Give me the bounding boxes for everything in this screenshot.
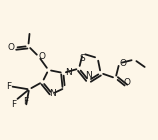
Text: F: F xyxy=(24,97,29,106)
Text: N: N xyxy=(65,68,72,77)
Text: N: N xyxy=(49,89,55,98)
Text: F: F xyxy=(6,82,11,91)
Text: O: O xyxy=(8,43,15,52)
Text: O: O xyxy=(123,78,130,87)
Text: S: S xyxy=(80,54,86,63)
Text: N: N xyxy=(85,71,92,80)
Text: O: O xyxy=(119,59,126,68)
Text: O: O xyxy=(39,52,46,61)
Text: F: F xyxy=(11,100,16,109)
